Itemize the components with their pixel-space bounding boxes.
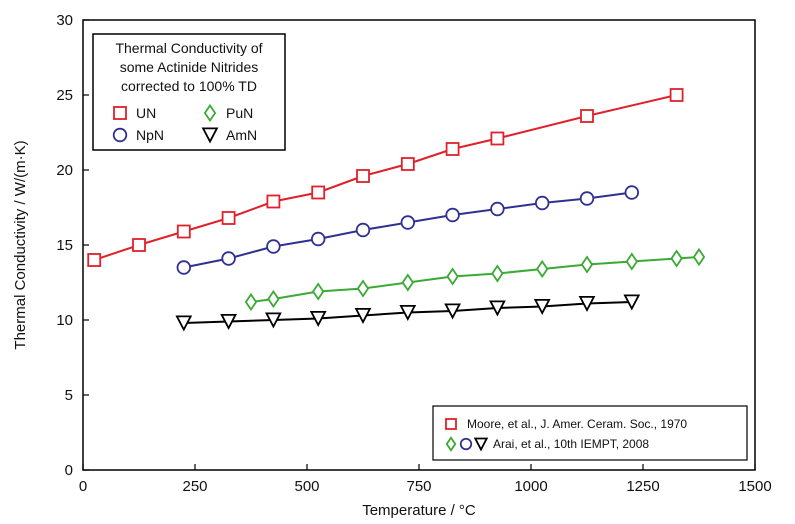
legend-item-UN: UN: [113, 105, 156, 121]
data-point-NpN: [355, 222, 371, 238]
series-line-PuN: [250, 256, 700, 303]
legend-marker-UN: [113, 106, 127, 120]
legend-label-PuN: PuN: [226, 105, 253, 121]
data-point-UN: [490, 131, 505, 146]
y-tick-label: 10: [56, 312, 73, 329]
y-axis-title: Thermal Conductivity / W/(m·K): [12, 140, 29, 349]
data-point-PuN: [491, 264, 504, 283]
data-point-NpN: [266, 239, 281, 254]
data-point-NpN: [311, 231, 326, 247]
source-marker-triangle-down: [473, 437, 489, 452]
y-tick-label: 15: [56, 237, 73, 254]
data-point-UN: [176, 224, 191, 239]
data-point-UN: [311, 185, 326, 200]
series-UN: [87, 88, 684, 267]
legend-title-line: corrected to 100% TD: [121, 78, 257, 94]
data-point-UN: [356, 169, 370, 183]
data-point-AmN: [220, 313, 237, 331]
data-point-AmN: [309, 310, 327, 328]
legend-entries: UN PuN NpN AmN: [112, 103, 257, 144]
x-tick-label: 250: [182, 478, 207, 495]
data-point-AmN: [175, 315, 193, 332]
data-point-PuN: [401, 273, 414, 292]
series-NpN: [176, 185, 640, 275]
data-point-NpN: [400, 215, 416, 230]
legend-label-AmN: AmN: [226, 127, 257, 143]
series-line-UN: [93, 94, 677, 261]
legend-label-UN: UN: [136, 105, 156, 121]
data-point-NpN: [176, 260, 192, 275]
data-point-NpN: [221, 251, 236, 266]
data-point-AmN: [354, 307, 372, 325]
legend-marker-NpN: [112, 127, 128, 143]
data-point-PuN: [312, 282, 325, 301]
data-point-AmN: [444, 303, 461, 320]
source-marker-diamond: [445, 436, 457, 452]
y-tick-label: 20: [56, 162, 73, 179]
data-point-UN: [221, 211, 236, 225]
data-point-PuN: [267, 289, 280, 309]
series-PuN: [244, 247, 706, 312]
series-layer: [87, 88, 706, 332]
y-tick-label: 30: [56, 12, 73, 29]
x-tick-label: 0: [79, 478, 87, 495]
source-box-frame: [432, 405, 748, 461]
legend-title-line: some Actinide Nitrides: [120, 59, 259, 75]
data-point-NpN: [624, 185, 640, 200]
data-point-UN: [580, 109, 594, 123]
legend-title-line: Thermal Conductivity of: [115, 40, 262, 56]
y-tick-label: 0: [65, 462, 73, 479]
legend-item-AmN: AmN: [201, 127, 257, 144]
source-marker-square: [445, 418, 457, 430]
data-point-AmN: [533, 298, 551, 316]
data-point-AmN: [265, 312, 282, 329]
data-point-UN: [445, 142, 460, 156]
legend-marker-PuN: [203, 103, 217, 123]
source-item: Arai, et al., 10th IEMPT, 2008: [445, 436, 649, 452]
data-point-UN: [669, 88, 684, 102]
data-point-PuN: [244, 292, 258, 312]
data-point-AmN: [489, 300, 506, 317]
x-tick-label: 1000: [514, 478, 547, 495]
legend-label-NpN: NpN: [136, 127, 164, 143]
legend-item-NpN: NpN: [112, 127, 164, 143]
data-point-AmN: [399, 304, 417, 322]
axis-layer: 0 250 500 750 1000 1250 1500 0 5 10 15 20 25 30: [56, 12, 771, 495]
data-point-PuN: [536, 259, 549, 279]
y-tick-label: 25: [56, 87, 73, 104]
legend-item-PuN: PuN: [203, 103, 253, 123]
source-box: Moore, et al., J. Amer. Ceram. Soc., 197…: [432, 405, 748, 461]
y-tick-label: 5: [65, 387, 73, 404]
data-point-UN: [266, 194, 281, 209]
data-point-PuN: [692, 247, 706, 267]
data-point-PuN: [670, 249, 683, 268]
x-tick-label: 1500: [738, 478, 771, 495]
source-text: Moore, et al., J. Amer. Ceram. Soc., 197…: [467, 417, 687, 431]
x-tick-label: 1250: [626, 478, 659, 495]
data-point-NpN: [535, 195, 550, 211]
data-point-UN: [132, 238, 146, 252]
legend: Thermal Conductivity of some Actinide Ni…: [92, 33, 286, 151]
data-point-PuN: [625, 252, 638, 271]
series-AmN: [175, 294, 641, 332]
data-point-NpN: [445, 207, 460, 223]
x-axis-title: Temperature / °C: [362, 502, 476, 519]
data-point-UN: [400, 157, 415, 171]
legend-marker-AmN: [201, 127, 219, 144]
source-marker-circle: [459, 437, 473, 451]
x-tick-label: 500: [294, 478, 319, 495]
source-entries: Moore, et al., J. Amer. Ceram. Soc., 197…: [445, 417, 687, 452]
data-point-AmN: [578, 295, 596, 313]
data-point-AmN: [623, 294, 641, 311]
source-item: Moore, et al., J. Amer. Ceram. Soc., 197…: [445, 417, 687, 431]
source-text: Arai, et al., 10th IEMPT, 2008: [493, 437, 649, 451]
data-point-NpN: [490, 201, 505, 217]
data-point-PuN: [580, 255, 594, 274]
data-point-UN: [87, 253, 102, 267]
x-tick-label: 750: [406, 478, 431, 495]
data-point-PuN: [446, 267, 459, 286]
data-point-PuN: [356, 279, 370, 298]
data-point-NpN: [579, 191, 595, 206]
